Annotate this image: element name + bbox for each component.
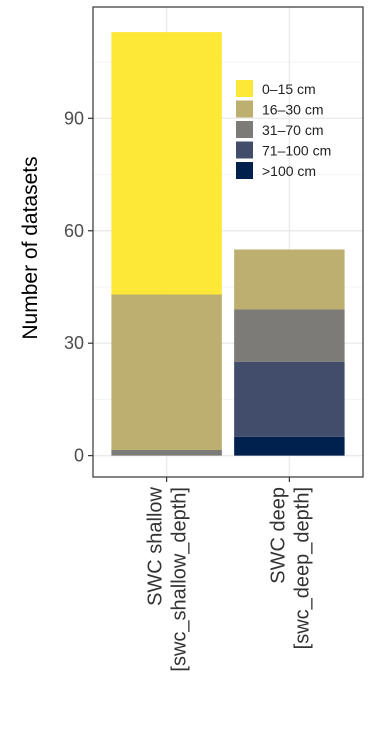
x-category-label: SWC deep (267, 487, 289, 584)
legend-swatch (236, 162, 253, 179)
y-tick-label: 60 (64, 221, 84, 241)
y-tick-label: 30 (64, 333, 84, 353)
legend-swatch (236, 121, 253, 138)
bar-segment-shallow-3 (111, 294, 222, 451)
bars (111, 32, 345, 456)
bar-segment-shallow-4 (111, 32, 222, 295)
bar-segment-shallow-2 (111, 450, 222, 456)
legend-label: 0–15 cm (262, 81, 316, 97)
y-tick-label: 0 (74, 446, 84, 466)
legend-swatch (236, 141, 253, 159)
legend-label: 71–100 cm (262, 143, 331, 159)
bar-segment-deep-3 (234, 249, 345, 310)
bar-segment-deep-1 (234, 361, 345, 437)
bar-segment-deep-0 (234, 436, 345, 456)
panel-border (92, 6, 364, 478)
legend-label: 16–30 cm (262, 102, 323, 118)
bar-segment-deep-2 (234, 309, 345, 362)
x-category-label: [swc_deep_depth] (291, 487, 313, 649)
y-tick-label: 90 (64, 108, 84, 128)
y-axis-title: Number of datasets (19, 156, 42, 339)
legend-swatch (236, 80, 253, 97)
legend-label: 31–70 cm (262, 122, 323, 138)
legend-label: >100 cm (262, 163, 316, 179)
x-category-label: SWC shallow (145, 486, 167, 605)
y-axis: 0 30 60 90 (64, 108, 93, 466)
legend-swatch (236, 100, 253, 118)
x-axis: SWC shallow [swc_shallow_depth] SWC deep [s… (145, 477, 313, 672)
x-category-label: [swc_shallow_depth] (169, 487, 191, 672)
legend: 0–15 cm 16–30 cm 31–70 cm 71–100 cm >100 cm (236, 80, 331, 179)
